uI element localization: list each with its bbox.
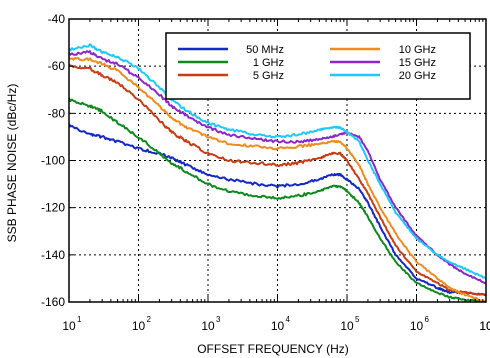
- x-tick-label: 10: [479, 319, 490, 333]
- x-tick-label: 10: [479, 319, 490, 333]
- y-axis-label: SSB PHASE NOISE (dBc/Hz): [5, 84, 19, 243]
- x-tick-exponent: 6: [425, 315, 430, 324]
- y-tick-label: -40: [48, 12, 66, 26]
- legend-label: 5 GHz: [253, 70, 284, 82]
- y-tick-label: -120: [41, 201, 65, 215]
- axis-ticks: 10110210310410510610710-40-60-80-100-120…: [41, 12, 490, 333]
- series-line-15-ghz: [68, 50, 486, 285]
- series-line-1-ghz: [68, 97, 487, 303]
- series-line-10-ghz: [68, 56, 487, 303]
- legend-label: 50 MHz: [246, 44, 284, 56]
- y-tick-label: -140: [41, 248, 65, 262]
- legend-box: [165, 32, 471, 100]
- x-tick-label: 10: [340, 319, 354, 333]
- series-line-50-mhz: [68, 123, 487, 296]
- y-tick-label: -160: [41, 295, 65, 309]
- x-axis-label: OFFSET FREQUENCY (Hz): [197, 342, 349, 356]
- legend-label: 15 GHz: [399, 57, 436, 69]
- legend-label: 20 GHz: [399, 70, 436, 82]
- y-tick-label: -60: [48, 59, 66, 73]
- y-tick-label: -80: [48, 106, 66, 120]
- series-lines: [68, 43, 487, 303]
- y-tick-label: -100: [41, 154, 65, 168]
- legend-label: 10 GHz: [399, 44, 436, 56]
- x-tick-exponent: 3: [216, 315, 221, 324]
- series-line-5-ghz: [68, 63, 487, 296]
- x-tick-exponent: 1: [77, 315, 82, 324]
- x-tick-label: 10: [271, 319, 285, 333]
- x-tick-label: 10: [201, 319, 215, 333]
- legend-label: 1 GHz: [253, 57, 284, 69]
- series-line-20-ghz: [68, 43, 487, 280]
- x-tick-label: 10: [132, 319, 146, 333]
- x-tick-label: 10: [410, 319, 424, 333]
- x-tick-exponent: 4: [286, 315, 291, 324]
- x-tick-exponent: 2: [147, 315, 152, 324]
- x-tick-label: 10: [62, 319, 76, 333]
- x-tick-exponent: 5: [355, 315, 360, 324]
